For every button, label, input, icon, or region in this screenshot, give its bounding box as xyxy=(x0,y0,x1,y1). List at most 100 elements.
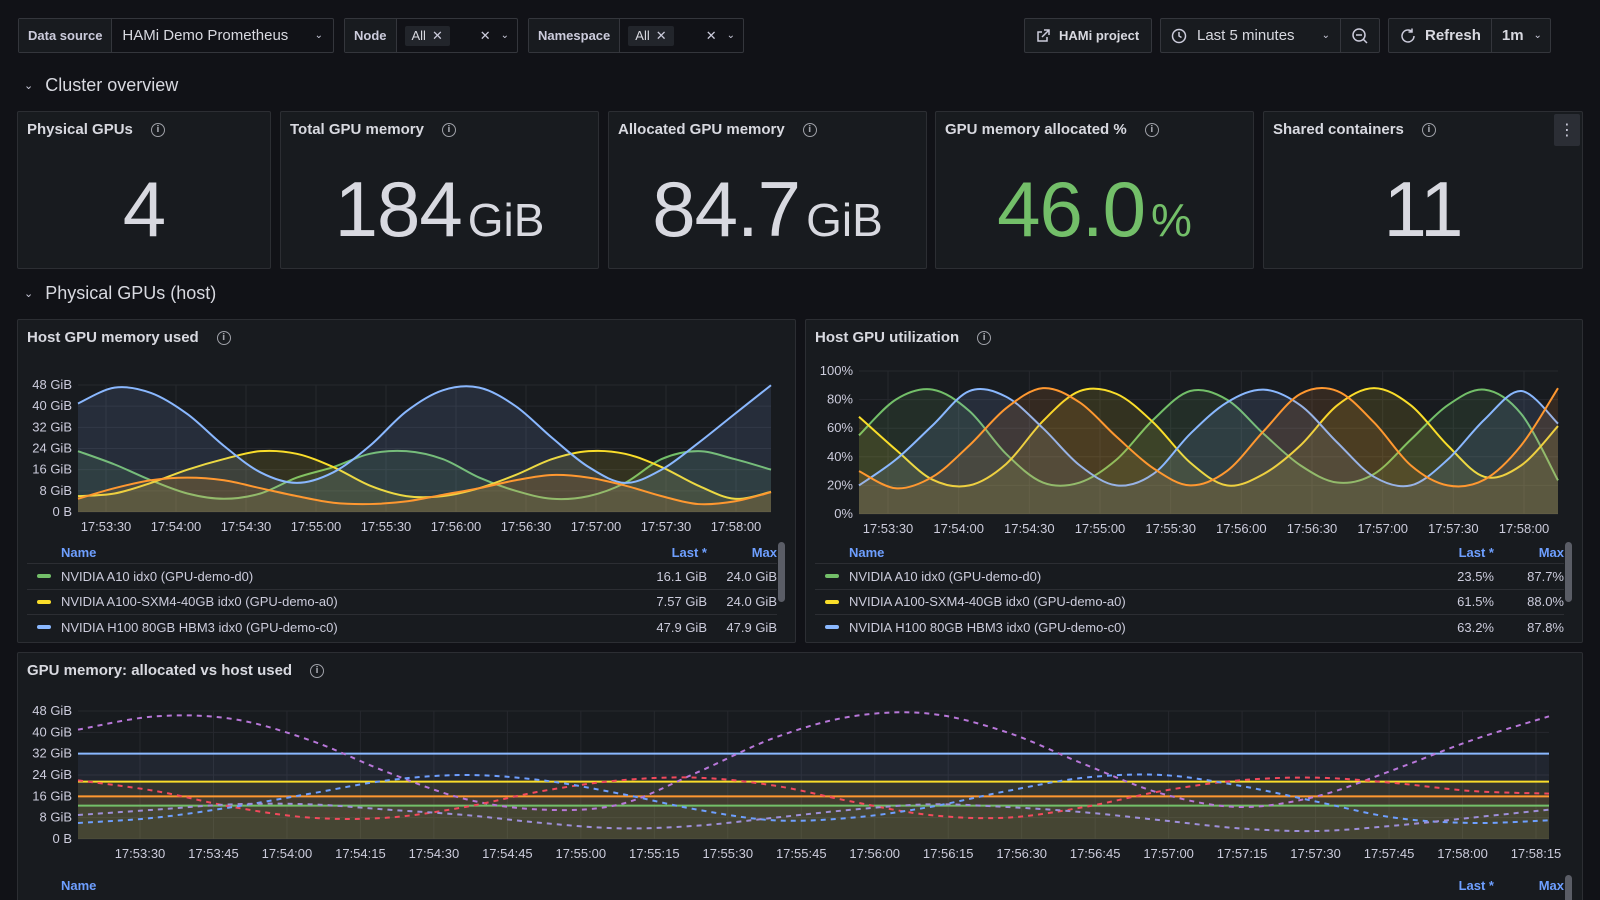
legend-name-header[interactable]: Name xyxy=(61,544,97,560)
series-swatch xyxy=(825,625,839,630)
stat-panel-allocated-gpu-memory: Allocated GPU memory i 84.7 GiB xyxy=(608,111,927,269)
x-tick-label: 17:57:30 xyxy=(641,519,692,534)
namespace-select[interactable]: All ✕ ✕ ⌄ xyxy=(620,19,743,52)
panel-title: Shared containers xyxy=(1273,121,1404,138)
x-tick-label: 17:55:45 xyxy=(776,846,827,861)
refresh-button[interactable]: Refresh xyxy=(1389,19,1491,52)
legend-row[interactable]: NVIDIA H100 80GB HBM3 idx0 (GPU-demo-c0)… xyxy=(27,614,777,640)
legend-last-header[interactable]: Last * xyxy=(1458,544,1494,560)
panel-title: Host GPU utilization xyxy=(815,329,960,346)
refresh-interval-value: 1m xyxy=(1501,27,1524,44)
x-tick-label: 17:54:30 xyxy=(1004,521,1055,536)
legend-name-header[interactable]: Name xyxy=(61,877,97,893)
legend-scrollbar[interactable] xyxy=(1565,542,1572,602)
clock-icon xyxy=(1171,28,1187,43)
refresh-interval-select[interactable]: 1m ⌄ xyxy=(1490,19,1552,52)
info-icon[interactable]: i xyxy=(802,122,817,137)
zoom-out-icon xyxy=(1352,27,1368,44)
legend-max-header[interactable]: Max xyxy=(751,544,777,560)
stat-value: 11 xyxy=(1383,165,1464,253)
panel-gpu-memory-allocated-vs-host-used: GPU memory: allocated vs host used i 0 B 8… xyxy=(17,652,1583,900)
stat-unit: GiB xyxy=(467,194,545,246)
y-tick-label: 40 GiB xyxy=(32,724,72,739)
chart-host-gpu-memory-used[interactable]: 0 B 8 GiB 16 GiB 24 GiB 32 GiB 40 GiB 48 GiB 17… xyxy=(18,360,795,580)
series-swatch xyxy=(37,625,51,630)
info-icon[interactable]: i xyxy=(310,663,325,678)
legend-last-header[interactable]: Last * xyxy=(671,544,707,560)
legend-row[interactable]: NVIDIA H100 80GB HBM3 idx0 (GPU-demo-c0)… xyxy=(815,614,1564,640)
info-icon[interactable]: i xyxy=(977,330,992,345)
hami-project-link[interactable]: HAMi project xyxy=(1024,18,1152,53)
node-variable: Node All ✕ ✕ ⌄ xyxy=(344,18,518,53)
series-line xyxy=(77,449,772,501)
x-tick-label: 17:57:15 xyxy=(1217,846,1268,861)
stat-value: 4 xyxy=(122,165,166,253)
series-swatch xyxy=(825,599,839,604)
info-icon[interactable]: i xyxy=(441,122,456,137)
x-tick-label: 17:56:00 xyxy=(431,519,482,534)
x-tick-label: 17:55:00 xyxy=(556,846,607,861)
stat-unit: % xyxy=(1150,194,1192,246)
zoom-out-button[interactable] xyxy=(1340,19,1379,52)
x-tick-label: 17:56:30 xyxy=(996,846,1047,861)
chevron-down-icon: ⌄ xyxy=(1533,30,1542,41)
chart-host-gpu-utilization[interactable]: 0% 20% 40% 60% 80% 100% 17:53:30 17:54:00 17:54:… xyxy=(806,360,1582,580)
x-tick-label: 17:53:30 xyxy=(81,519,132,534)
series-line xyxy=(77,473,772,506)
y-tick-label: 24 GiB xyxy=(32,767,72,782)
info-icon[interactable]: i xyxy=(150,122,165,137)
series-area xyxy=(859,389,1558,514)
legend-row[interactable]: NVIDIA A100-SXM4-40GB idx0 (GPU-demo-a0)… xyxy=(27,588,777,615)
row-physical-gpus-host[interactable]: ⌄ Physical GPUs (host) xyxy=(24,283,216,304)
y-tick-label: 40% xyxy=(827,449,853,464)
external-link-icon xyxy=(1037,28,1050,42)
datasource-select[interactable]: HAMi Demo Prometheus ⌄ xyxy=(112,19,333,52)
x-tick-label: 17:57:00 xyxy=(1357,521,1408,536)
legend-max-header[interactable]: Max xyxy=(1538,544,1564,560)
info-icon[interactable]: i xyxy=(1144,122,1159,137)
series-line xyxy=(858,387,1559,488)
stat-unit: GiB xyxy=(806,194,883,246)
series-line xyxy=(858,388,1559,488)
info-icon[interactable]: i xyxy=(1421,122,1436,137)
legend-last-header[interactable]: Last * xyxy=(1458,877,1494,893)
y-tick-label: 16 GiB xyxy=(32,462,72,477)
legend-row[interactable]: NVIDIA A10 idx0 (GPU-demo-d0) 16.1 GiB 24.… xyxy=(27,563,777,589)
legend-row[interactable]: NVIDIA A10 idx0 (GPU-demo-d0) 23.5% 87.7% xyxy=(815,563,1564,589)
refresh-picker: Refresh 1m ⌄ xyxy=(1388,18,1551,53)
refresh-label: Refresh xyxy=(1425,27,1481,44)
legend: Name Last * Max NVIDIA A10 idx0 (GPU-demo… xyxy=(27,541,777,640)
y-tick-label: 32 GiB xyxy=(32,419,72,434)
legend-scrollbar[interactable] xyxy=(778,542,785,602)
y-tick-label: 8 GiB xyxy=(39,483,72,498)
legend-name-header[interactable]: Name xyxy=(849,544,885,560)
y-tick-label: 100% xyxy=(820,363,854,378)
node-select[interactable]: All ✕ ✕ ⌄ xyxy=(397,19,518,52)
namespace-label: Namespace xyxy=(529,19,621,52)
chip-remove-icon[interactable]: ✕ xyxy=(655,27,667,43)
x-tick-label: 17:55:00 xyxy=(1075,521,1126,536)
clear-icon[interactable]: ✕ xyxy=(479,27,491,43)
stat-panel-physical-gpus: Physical GPUs i 4 xyxy=(17,111,271,269)
node-chip[interactable]: All ✕ xyxy=(404,25,450,46)
x-tick-label: 17:57:00 xyxy=(571,519,622,534)
series-dashed-line xyxy=(77,776,1550,820)
panel-title: Allocated GPU memory xyxy=(618,121,785,138)
chart-allocated-vs-host-used[interactable]: 0 B 8 GiB 16 GiB 24 GiB 32 GiB 40 GiB 48 GiB 17… xyxy=(18,693,1582,893)
info-icon[interactable]: i xyxy=(216,330,231,345)
legend-max-header[interactable]: Max xyxy=(1538,877,1564,893)
time-range-button[interactable]: Last 5 minutes ⌄ xyxy=(1161,19,1340,52)
panel-title: Host GPU memory used xyxy=(27,329,199,346)
chip-remove-icon[interactable]: ✕ xyxy=(431,27,443,43)
series-dashed-line xyxy=(77,711,1550,812)
chevron-down-icon: ⌄ xyxy=(500,30,509,41)
panel-host-gpu-utilization: Host GPU utilization i 0% 20% 40% 60% 80% 100%… xyxy=(805,319,1583,643)
clear-icon[interactable]: ✕ xyxy=(705,27,717,43)
row-cluster-overview[interactable]: ⌄ Cluster overview xyxy=(24,75,178,96)
namespace-chip[interactable]: All ✕ xyxy=(628,25,674,46)
panel-menu-icon[interactable]: ⋮ xyxy=(1554,114,1580,146)
legend-scrollbar[interactable] xyxy=(1565,875,1572,900)
namespace-chip-label: All xyxy=(635,28,650,43)
series-area xyxy=(78,805,1549,839)
legend-row[interactable]: NVIDIA A100-SXM4-40GB idx0 (GPU-demo-a0)… xyxy=(815,588,1564,615)
